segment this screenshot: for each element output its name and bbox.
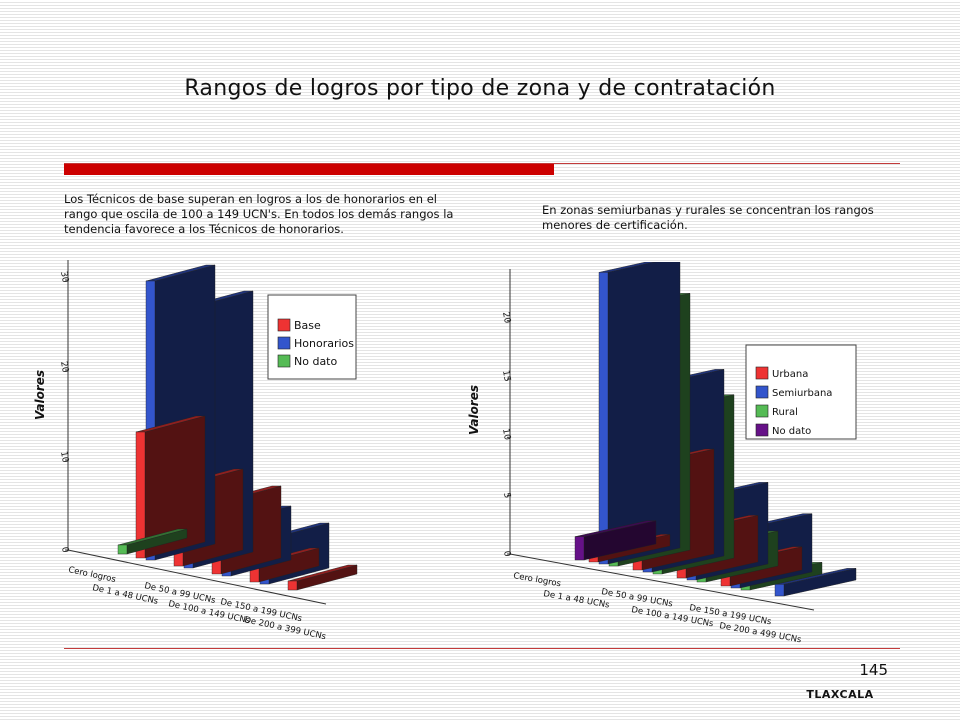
legend-swatch [277,354,291,368]
y-axis-label: Valores [33,370,47,420]
y-axis-label: Valores [467,385,481,435]
legend-label: Urbana [772,369,808,380]
legend-swatch [755,366,769,380]
bar-semiurbana-de-200-a-499-ucns [774,568,857,597]
legend-label: No dato [294,355,337,368]
y-tick-label: 10 [500,428,512,441]
bottom-divider [64,648,900,649]
y-tick-label: 20 [58,361,70,374]
y-tick-label: 30 [58,271,70,284]
caption-left: Los Técnicos de base superan en logros a… [64,192,454,236]
x-axis [67,549,327,605]
legend-swatch [755,423,769,437]
legend-label: Rural [772,407,798,418]
y-tick-label: 0 [59,546,70,554]
legend-swatch [277,318,291,332]
x-axis [509,553,815,611]
page-number: 145 [859,661,888,679]
y-tick-label: 0 [501,550,512,558]
legend: Base Honorarios No dato [267,294,357,380]
bar-no-dato-cero-logros [574,520,657,561]
legend-swatch [755,385,769,399]
top-divider [64,163,900,164]
footer-label: TLAXCALA [806,688,874,701]
y-tick-label: 20 [500,311,512,324]
legend-label: No dato [772,426,811,437]
page-title: Rangos de logros por tipo de zona y de c… [184,76,776,101]
y-tick-label: 5 [501,492,512,499]
bar-no-dato-cero-logros [117,528,188,555]
legend-label: Base [294,319,321,332]
bar-base-de-1-a-48-ucns [135,415,206,559]
bar-semiurbana-de-1-a-48-ucns [598,262,681,565]
y-tick-label: 10 [58,451,70,464]
legend: Urbana Semiurbana Rural No dato [745,344,857,440]
caption-right: En zonas semiurbanas y rurales se concen… [542,203,874,232]
legend-swatch [755,404,769,418]
title-accent-bar [64,164,554,175]
x-tick-label: Cero logros [512,571,562,589]
legend-label: Semiurbana [772,388,832,399]
legend-label: Honorarios [294,337,354,350]
y-tick-label: 15 [500,370,512,383]
legend-swatch [277,336,291,350]
bar-base-de-200-a-399-ucns [287,564,358,591]
x-tick-label: Cero logros [67,565,117,585]
